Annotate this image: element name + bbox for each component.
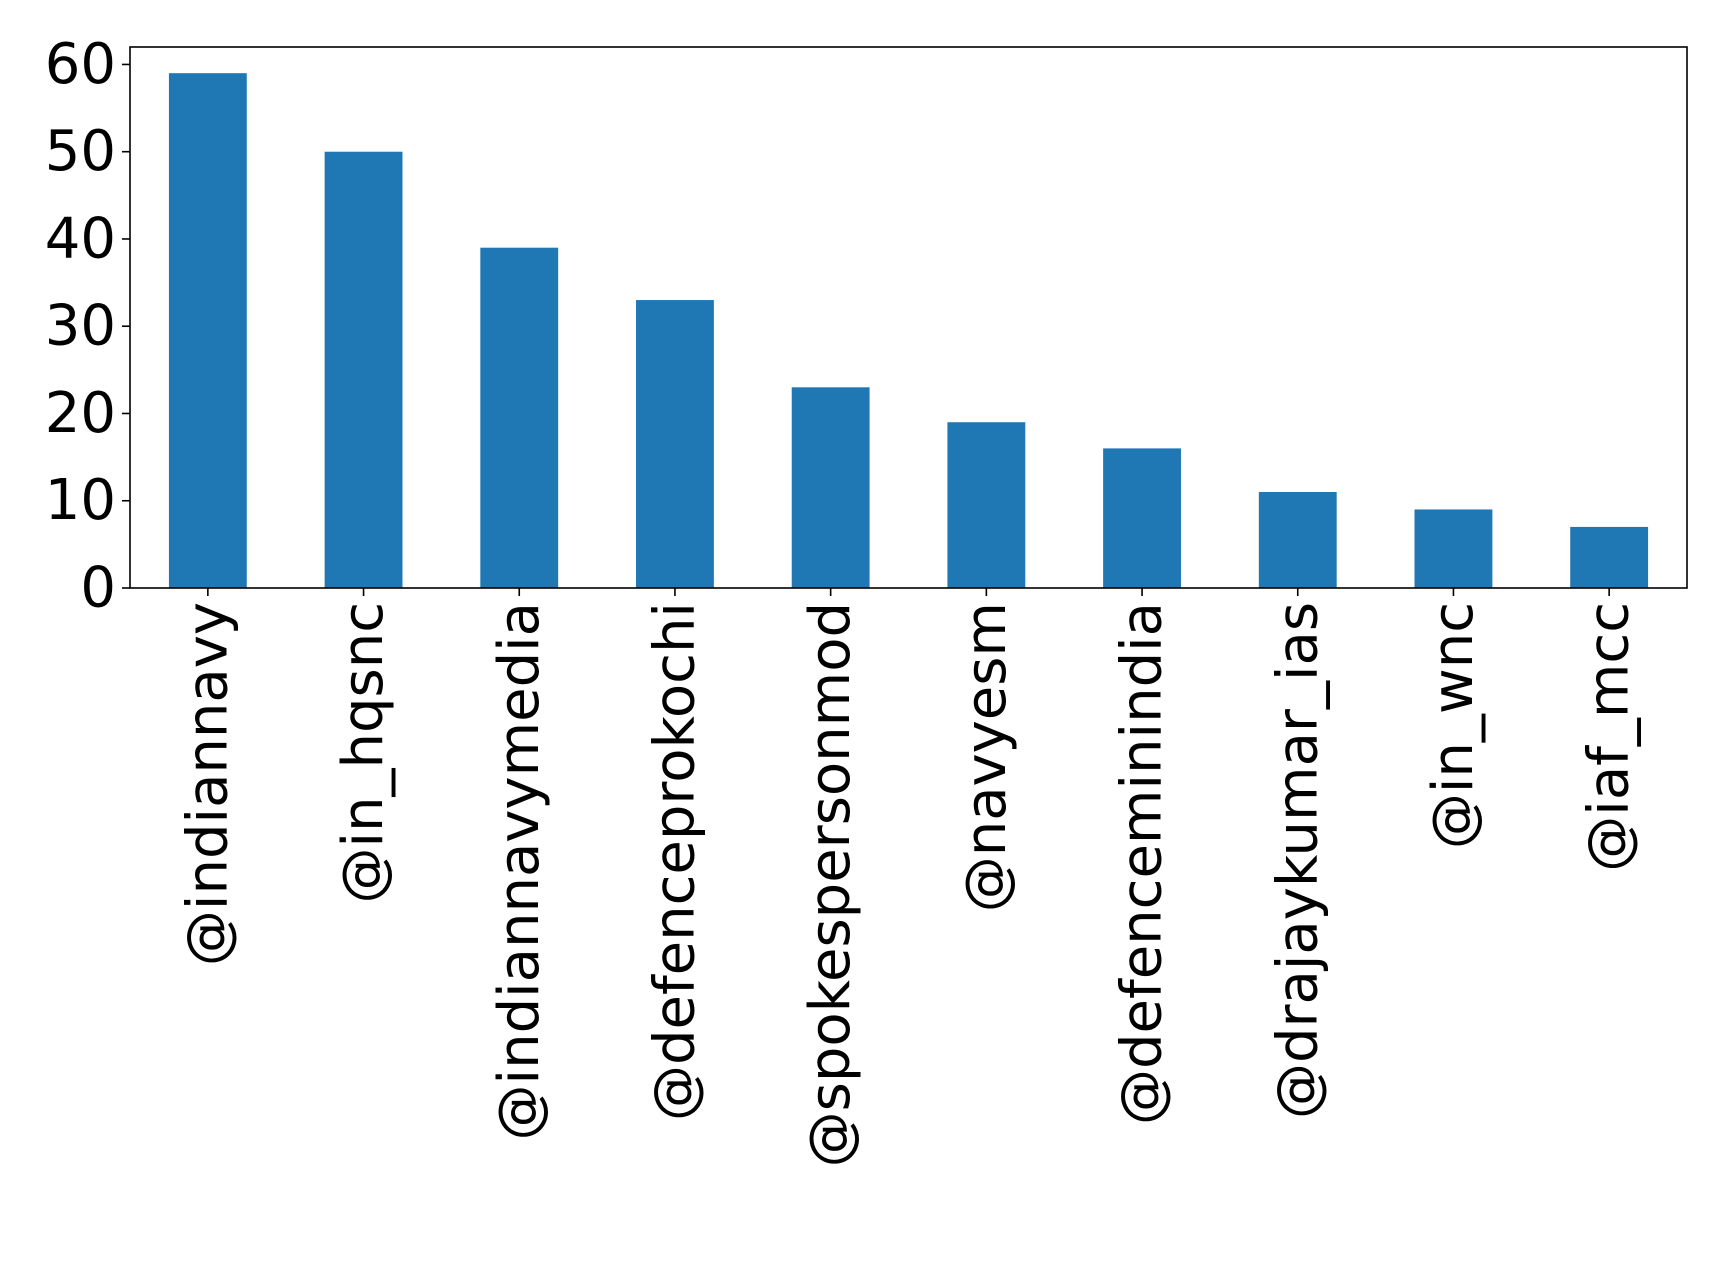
x-tick-label-6: @defenceminindia (1110, 602, 1175, 1125)
bar-7 (1258, 492, 1337, 588)
x-tick-label-9: @iaf_mcc (1577, 602, 1642, 872)
x-tick-label-8: @in_wnc (1421, 602, 1486, 849)
y-tick-label-4: 40 (45, 206, 116, 271)
y-tick-label-0: 0 (80, 556, 116, 621)
y-tick-label-1: 10 (45, 468, 116, 533)
x-tick-label-0: @indiannavy (175, 602, 240, 966)
bars-group (168, 73, 1649, 589)
x-tick-label-7: @drajaykumar_ias (1265, 602, 1330, 1119)
bar-9 (1570, 526, 1649, 588)
x-tick-label-1: @in_hqsnc (331, 602, 396, 904)
x-tick-label-2: @indiannavymedia (487, 602, 552, 1140)
bar-0 (168, 73, 247, 588)
x-tick-label-4: @spokespersonmod (798, 602, 863, 1167)
y-tick-label-5: 50 (45, 119, 116, 184)
y-tick-label-2: 20 (45, 381, 116, 446)
x-axis: @indiannavy @in_hqsnc @indiannavymedia @def… (175, 588, 1642, 1167)
bar-3 (636, 300, 714, 588)
bar-2 (480, 247, 559, 588)
x-tick-label-5: @navyesm (954, 602, 1019, 912)
x-tick-label-3: @defenceprokochi (642, 602, 707, 1121)
y-tick-label-3: 30 (45, 294, 116, 359)
bar-8 (1414, 509, 1493, 588)
bar-1 (324, 151, 403, 589)
plot-frame (129, 46, 1688, 589)
bar-4 (791, 387, 870, 588)
y-axis: 0 10 20 30 40 50 60 (45, 32, 130, 621)
bar-6 (1103, 448, 1181, 588)
y-tick-label-6: 60 (45, 32, 116, 97)
bar-5 (947, 422, 1026, 588)
